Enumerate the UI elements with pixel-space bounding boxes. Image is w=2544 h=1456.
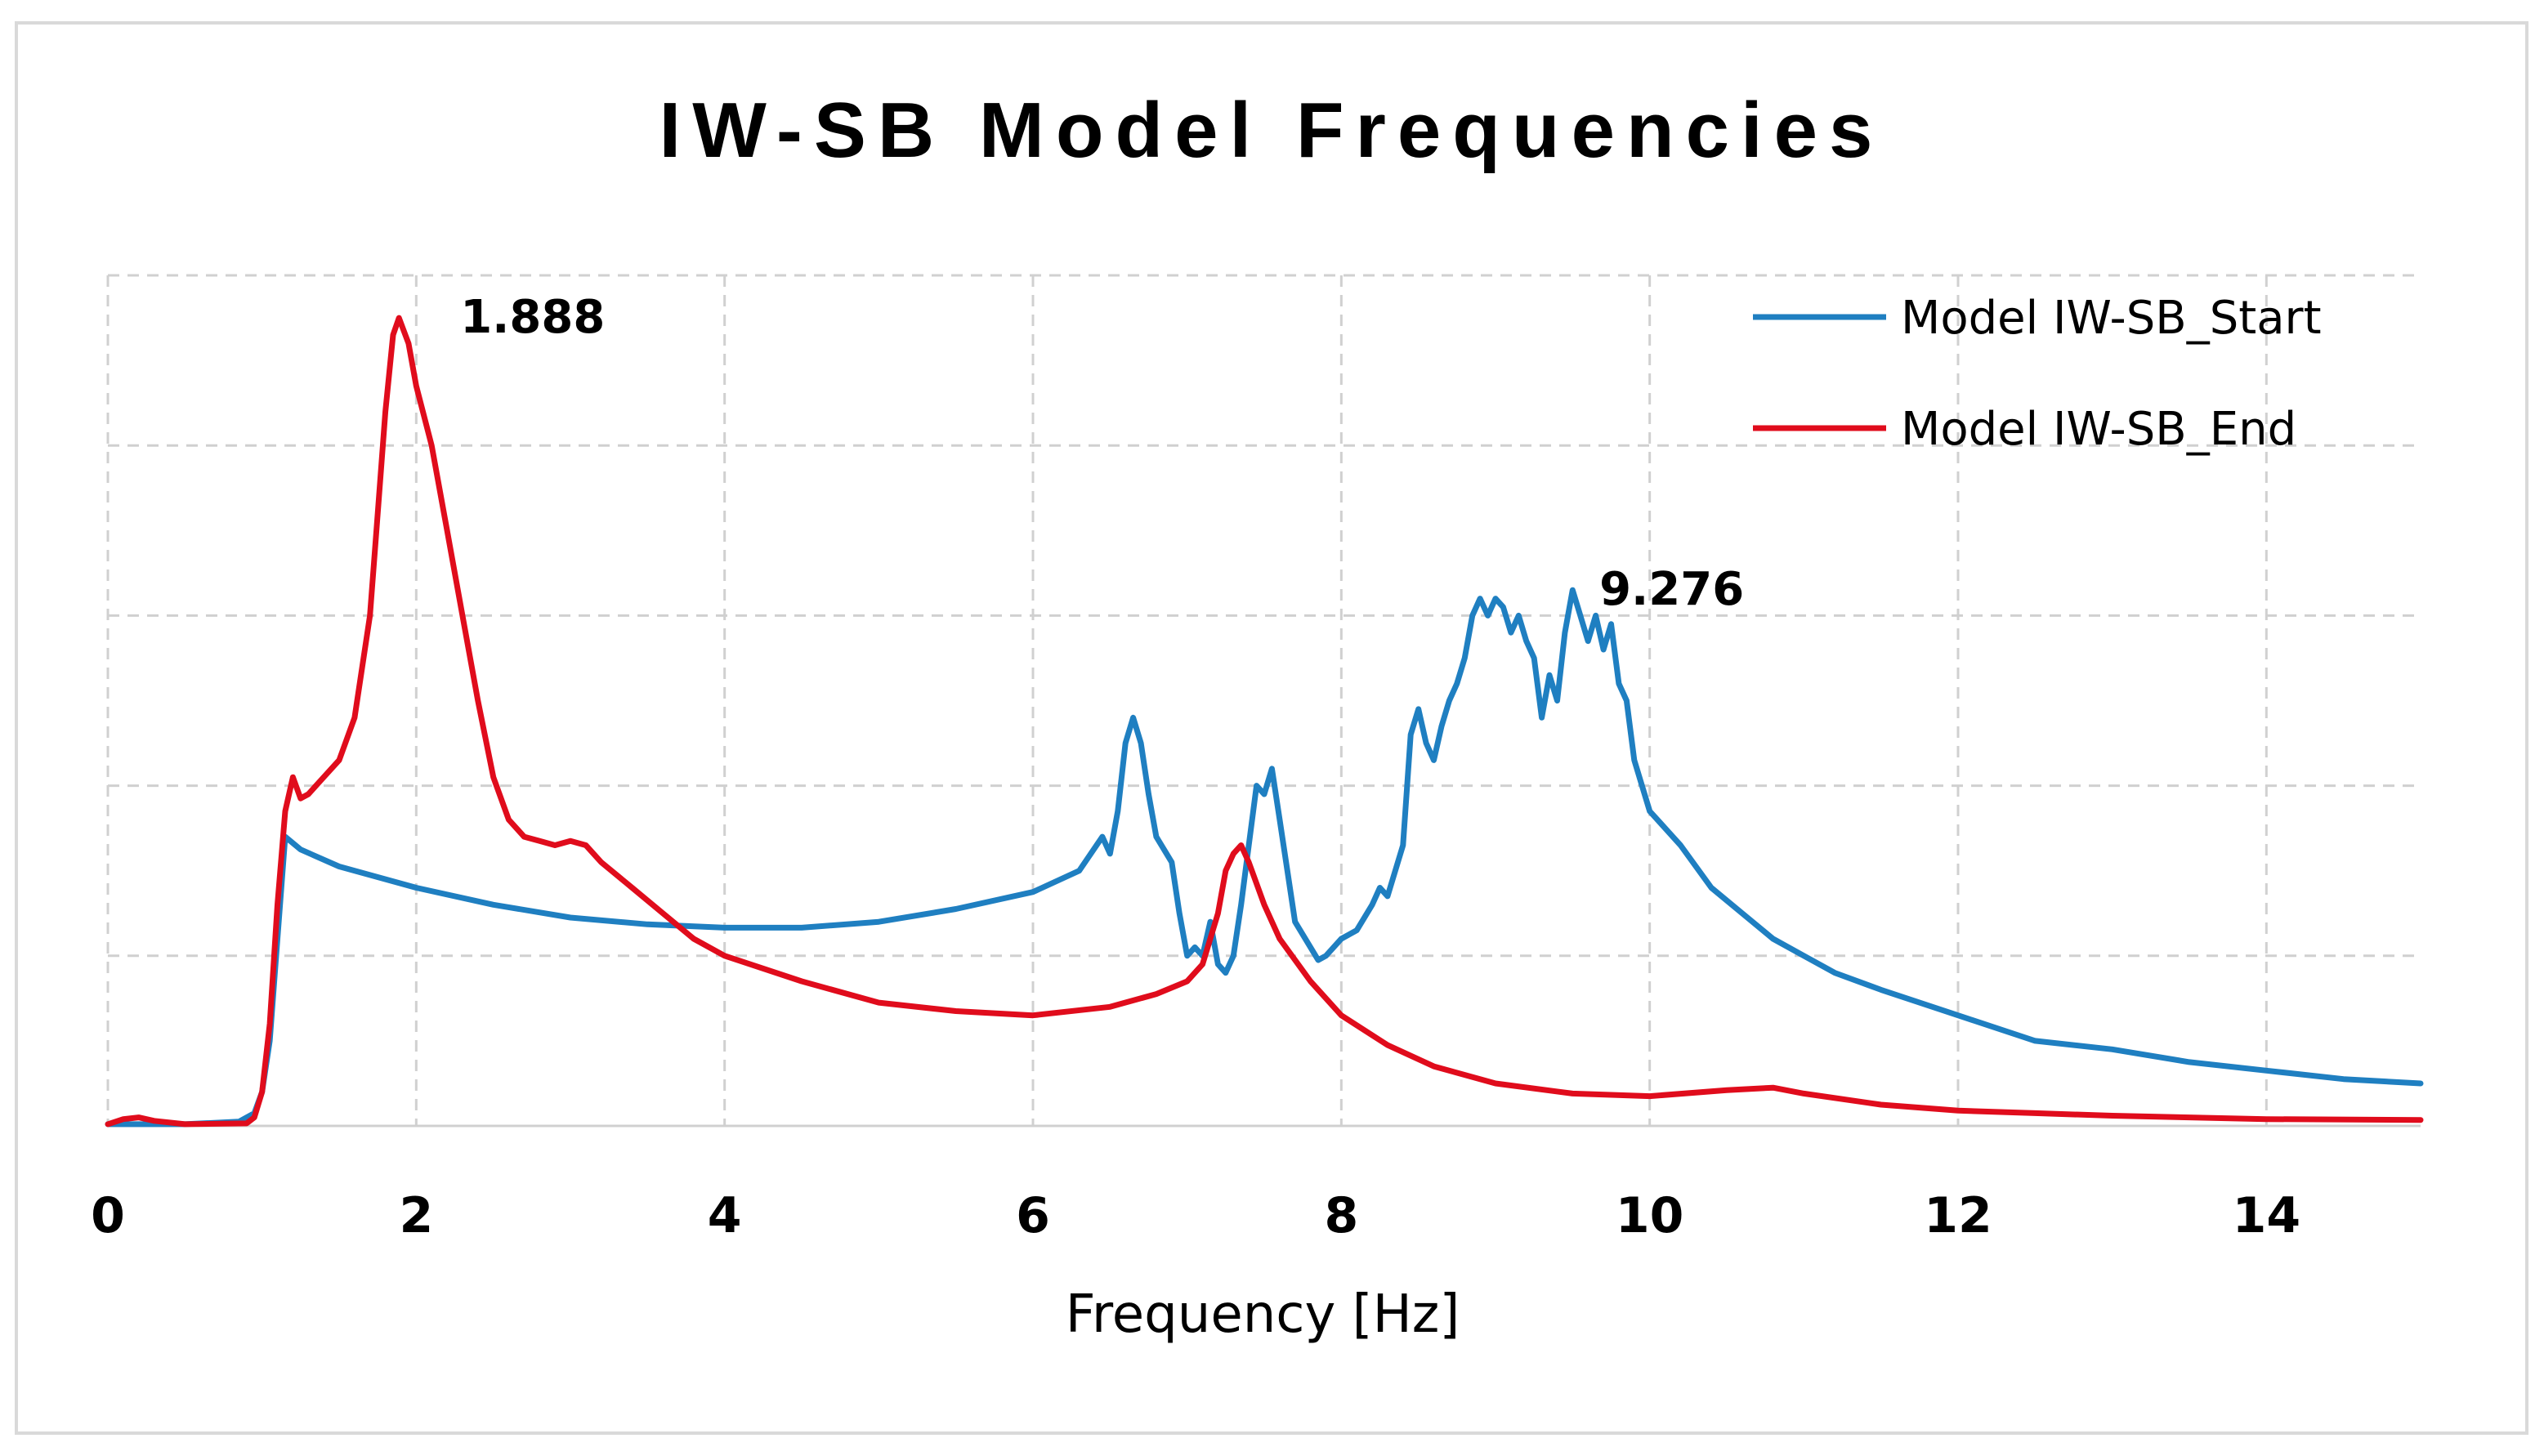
x-tick-labels: 0 2 4 6 8 10 12 14	[91, 1187, 2300, 1244]
series-line-start	[105, 587, 2424, 1128]
legend: Model IW-SB_Start Model IW-SB_End	[1753, 292, 2322, 456]
legend-label-end: Model IW-SB_End	[1901, 403, 2296, 456]
chart-title: IW-SB Model Frequencies	[659, 87, 1885, 174]
series-group	[105, 315, 2424, 1128]
x-axis-label: Frequency [Hz]	[1066, 1284, 1460, 1345]
peak-annotation-start: 9.276	[1599, 563, 1744, 616]
peak-annotation-end: 1.888	[460, 291, 605, 344]
chart-frame	[15, 21, 2528, 1435]
series-line-end	[105, 315, 2424, 1128]
x-tick-label: 12	[1924, 1187, 1992, 1244]
x-tick-label: 6	[1016, 1187, 1050, 1244]
x-tick-label: 0	[91, 1187, 125, 1244]
x-tick-label: 10	[1616, 1187, 1684, 1244]
x-tick-label: 8	[1324, 1187, 1358, 1244]
x-tick-label: 4	[708, 1187, 742, 1244]
x-tick-label: 14	[2233, 1187, 2301, 1244]
x-tick-label: 2	[399, 1187, 433, 1244]
legend-label-start: Model IW-SB_Start	[1901, 292, 2322, 345]
grid	[106, 274, 2421, 1126]
